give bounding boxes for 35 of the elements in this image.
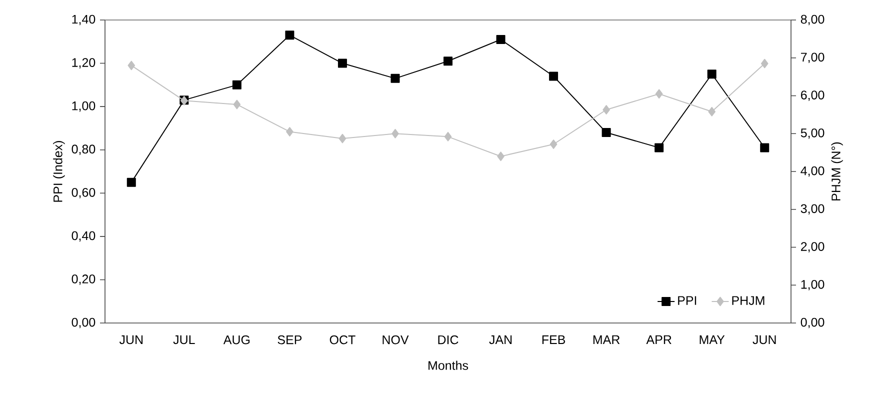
y-tick-label: 0,80 — [72, 144, 96, 156]
y2-tick-label: 5,00 — [800, 128, 824, 139]
x-tick-label: MAR — [593, 335, 620, 344]
x-tick-label: APR — [646, 335, 672, 344]
y-tick-label: 0,00 — [72, 318, 96, 328]
y2-axis-title: PHJM (N°) — [831, 142, 843, 200]
x-tick-label: DIC — [438, 335, 458, 344]
x-tick-label: MAY — [700, 335, 725, 344]
y-tick-label: 1,40 — [72, 14, 96, 26]
x-tick-label: OCT — [330, 335, 356, 344]
y2-tick-label: 0,00 — [800, 318, 824, 328]
y-axis-title: PPI (Index) — [53, 141, 65, 202]
y2-tick-label: 7,00 — [801, 52, 824, 64]
y-tick-label: 0,60 — [72, 188, 96, 198]
x-tick-label: JAN — [489, 335, 512, 344]
y2-tick-label: 8,00 — [800, 14, 824, 26]
y2-tick-label: 3,00 — [800, 204, 824, 215]
legend-label: PHJM — [732, 296, 764, 305]
y2-tick-label: 4,00 — [800, 166, 824, 177]
x-tick-label: AUG — [223, 335, 250, 344]
y-tick-label: 1,20 — [72, 58, 96, 68]
y2-tick-label: 1,00 — [801, 280, 824, 290]
x-tick-label: JUL — [173, 335, 195, 344]
y2-tick-label: 6,00 — [801, 90, 824, 101]
x-tick-label: NOV — [382, 335, 409, 344]
x-tick-label: SEP — [278, 335, 302, 344]
y-tick-label: 0,20 — [72, 274, 96, 285]
x-tick-label: JUN — [752, 335, 776, 344]
x-tick-label: FEB — [542, 335, 566, 344]
y2-tick-label: 2,00 — [801, 242, 824, 252]
y-tick-label: 1,00 — [72, 101, 96, 112]
x-axis-title: Months — [428, 360, 468, 370]
y-tick-label: 0,40 — [72, 231, 96, 242]
legend-label: PPI — [678, 296, 696, 305]
x-tick-label: JUN — [119, 335, 143, 344]
